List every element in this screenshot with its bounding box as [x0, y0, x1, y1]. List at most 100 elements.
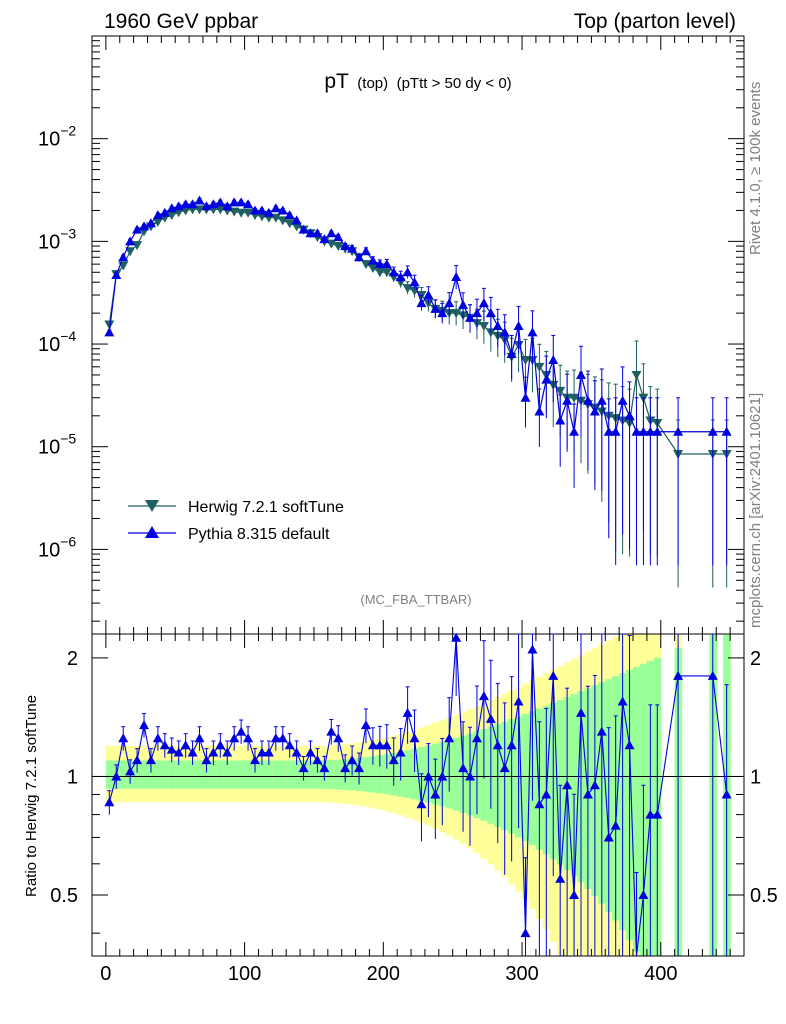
- pythia-point: [492, 320, 503, 330]
- pythia-point: [333, 232, 344, 242]
- ratio-band-inner: [147, 760, 156, 789]
- pythia-point: [721, 426, 732, 436]
- ratio-point: [478, 691, 489, 701]
- ratio-point: [166, 744, 177, 754]
- ratio-series: [104, 632, 732, 957]
- ratio-band-inner: [161, 760, 169, 789]
- ratio-band-inner: [175, 760, 183, 789]
- ratio-point: [139, 720, 150, 730]
- ratio-point: [721, 789, 732, 799]
- pythia-point: [180, 199, 191, 209]
- ratio-y-tick-label: 1: [67, 766, 78, 788]
- pythia-point: [589, 406, 600, 416]
- pythia-point: [277, 205, 288, 215]
- pythia-point: [541, 374, 552, 384]
- pythia-point: [638, 426, 649, 436]
- ratio-band-inner: [133, 760, 142, 789]
- pythia-point: [645, 426, 656, 436]
- ratio-band-inner: [230, 760, 239, 789]
- herwig-point: [284, 219, 295, 229]
- legend-herwig-label: Herwig 7.2.1 softTune: [188, 499, 344, 516]
- ratio-band-inner: [182, 760, 190, 789]
- ratio-point: [194, 733, 205, 743]
- tick-base: 10: [38, 437, 60, 459]
- plot-title: pT (top) (pTtt > 50 dy < 0): [324, 70, 511, 93]
- ratio-point: [652, 809, 663, 819]
- pythia-point: [485, 308, 496, 318]
- ratio-point: [409, 733, 420, 743]
- ratio-band-inner: [376, 755, 384, 794]
- pythia-point: [236, 197, 247, 207]
- herwig-point: [478, 321, 489, 331]
- pythia-point: [132, 224, 143, 234]
- main-y-tick-label: 10−5: [38, 431, 76, 459]
- x-tick-label: 400: [644, 963, 677, 985]
- legend: Herwig 7.2.1 softTune Pythia 8.315 defau…: [128, 499, 344, 543]
- pythia-point: [458, 300, 469, 310]
- pythia-point: [652, 426, 663, 436]
- ratio-band-inner: [369, 756, 377, 793]
- ratio-point: [208, 747, 219, 757]
- pythia-point: [527, 327, 538, 337]
- ratio-point: [444, 733, 455, 743]
- ratio-point: [229, 733, 240, 743]
- main-frame: [91, 35, 745, 635]
- ratio-point: [222, 747, 233, 757]
- ratio-point: [589, 780, 600, 790]
- ratio-point: [596, 726, 607, 736]
- pythia-point: [624, 410, 635, 420]
- ratio-point: [416, 799, 427, 809]
- pythia-point: [506, 348, 517, 358]
- ratio-point: [562, 780, 573, 790]
- ratio-point: [527, 644, 538, 654]
- pythia-point: [298, 224, 309, 234]
- pythia-point: [243, 199, 254, 209]
- ratio-point: [465, 771, 476, 781]
- pythia-point: [555, 415, 566, 425]
- pythia-point: [159, 207, 170, 217]
- ratio-band-inner: [522, 713, 530, 842]
- ratio-point: [437, 771, 448, 781]
- ratio-y-tick-label-right: 2: [750, 648, 761, 670]
- ratio-point: [132, 755, 143, 765]
- pythia-point: [229, 197, 240, 207]
- ratio-point: [180, 740, 191, 750]
- pythia-point: [673, 426, 684, 436]
- pythia-point: [367, 255, 378, 265]
- ratio-point: [402, 707, 413, 717]
- plot-title-sub2: (pTtt > 50 dy < 0): [397, 75, 512, 92]
- ratio-frame: [91, 633, 745, 957]
- ratio-point: [298, 763, 309, 773]
- tick-exponent: −2: [60, 123, 76, 139]
- pythia-point: [118, 252, 129, 262]
- pythia-point: [423, 290, 434, 300]
- pythia-point: [569, 426, 580, 436]
- ratio-band-inner: [411, 748, 419, 800]
- ratio-band-inner: [237, 760, 246, 789]
- pythia-point: [104, 327, 115, 337]
- plot-title-main: pT: [324, 70, 349, 93]
- ratio-band-inner: [202, 760, 211, 789]
- main-y-tick-label: 10−6: [38, 533, 76, 561]
- ratio-point: [187, 747, 198, 757]
- ratio-band-inner: [209, 760, 218, 789]
- ratio-point: [236, 726, 247, 736]
- herwig-point: [569, 393, 580, 403]
- pythia-point: [548, 354, 559, 364]
- ratio-y-tick-label: 0.5: [50, 885, 78, 907]
- pythia-point: [576, 369, 586, 379]
- ratio-point: [548, 670, 559, 680]
- ratio-point: [499, 763, 510, 773]
- herwig-point: [631, 370, 642, 380]
- pythia-point: [596, 395, 607, 405]
- pythia-point: [471, 308, 482, 318]
- pythia-point: [305, 228, 316, 238]
- pythia-point: [215, 197, 226, 207]
- main-y-tick-label: 10−2: [38, 123, 76, 151]
- pythia-point: [187, 199, 198, 209]
- ratio-point: [374, 740, 385, 750]
- ratio-point: [270, 733, 281, 743]
- ratio-point: [354, 763, 365, 773]
- pythia-point: [270, 203, 281, 213]
- herwig-point: [243, 208, 254, 218]
